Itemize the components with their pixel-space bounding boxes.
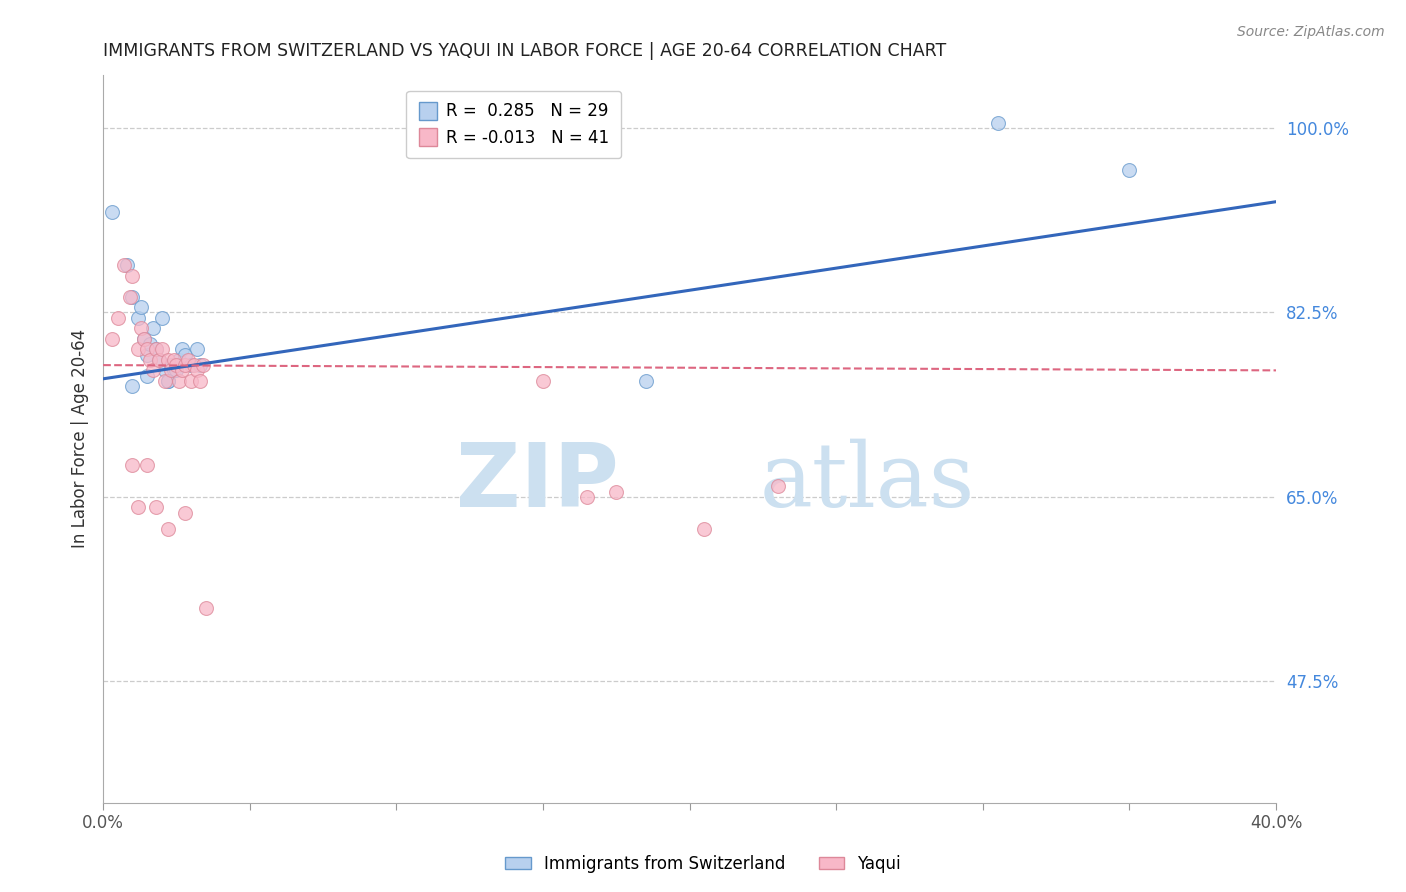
Point: [139, 352, 162, 367]
Point: [142, 321, 165, 335]
Point: [183, 358, 205, 372]
Point: [169, 374, 191, 388]
Point: [605, 484, 627, 499]
Point: [188, 374, 211, 388]
Point: [165, 358, 187, 372]
Point: [693, 521, 716, 535]
Point: [121, 268, 143, 283]
Text: IMMIGRANTS FROM SWITZERLAND VS YAQUI IN LABOR FORCE | AGE 20-64 CORRELATION CHAR: IMMIGRANTS FROM SWITZERLAND VS YAQUI IN …: [103, 42, 946, 60]
Point: [134, 332, 156, 346]
Point: [172, 343, 194, 357]
Point: [634, 374, 657, 388]
Point: [148, 352, 170, 367]
Point: [531, 374, 554, 388]
Point: [129, 300, 152, 314]
Point: [136, 368, 159, 383]
Point: [177, 352, 200, 367]
Point: [169, 352, 191, 367]
Point: [145, 343, 167, 357]
Point: [139, 337, 162, 351]
Text: ZIP: ZIP: [457, 439, 619, 526]
Point: [165, 363, 187, 377]
Point: [142, 363, 165, 377]
Point: [159, 358, 181, 372]
Point: [191, 358, 214, 372]
Point: [575, 490, 598, 504]
Point: [127, 343, 149, 357]
Point: [150, 310, 173, 325]
Point: [172, 363, 194, 377]
Point: [766, 479, 789, 493]
Point: [150, 343, 173, 357]
Legend: Immigrants from Switzerland, Yaqui: Immigrants from Switzerland, Yaqui: [499, 848, 907, 880]
Point: [1118, 163, 1140, 178]
Point: [186, 343, 208, 357]
Legend: R =  0.285   N = 29, R = -0.013   N = 41: R = 0.285 N = 29, R = -0.013 N = 41: [406, 91, 621, 159]
Point: [107, 310, 129, 325]
Text: Source: ZipAtlas.com: Source: ZipAtlas.com: [1237, 25, 1385, 39]
Point: [127, 310, 149, 325]
Point: [180, 374, 202, 388]
Point: [136, 347, 159, 361]
Point: [162, 363, 184, 377]
Point: [188, 358, 211, 372]
Point: [129, 321, 152, 335]
Point: [112, 258, 135, 272]
Point: [148, 352, 170, 367]
Point: [134, 332, 156, 346]
Point: [153, 374, 176, 388]
Point: [115, 258, 138, 272]
Point: [136, 458, 159, 473]
Point: [180, 358, 202, 372]
Point: [174, 347, 197, 361]
Point: [153, 363, 176, 377]
Point: [162, 352, 184, 367]
Point: [194, 600, 217, 615]
Point: [156, 352, 179, 367]
Point: [156, 521, 179, 535]
Point: [156, 374, 179, 388]
Point: [101, 205, 124, 219]
Point: [186, 363, 208, 377]
Point: [118, 289, 141, 303]
Point: [145, 500, 167, 515]
Point: [145, 343, 167, 357]
Point: [136, 343, 159, 357]
Point: [121, 458, 143, 473]
Point: [121, 379, 143, 393]
Y-axis label: In Labor Force | Age 20-64: In Labor Force | Age 20-64: [72, 329, 89, 549]
Point: [121, 289, 143, 303]
Point: [156, 374, 179, 388]
Point: [127, 500, 149, 515]
Point: [174, 506, 197, 520]
Point: [159, 363, 181, 377]
Text: atlas: atlas: [761, 439, 976, 526]
Point: [101, 332, 124, 346]
Point: [986, 115, 1008, 129]
Point: [174, 358, 197, 372]
